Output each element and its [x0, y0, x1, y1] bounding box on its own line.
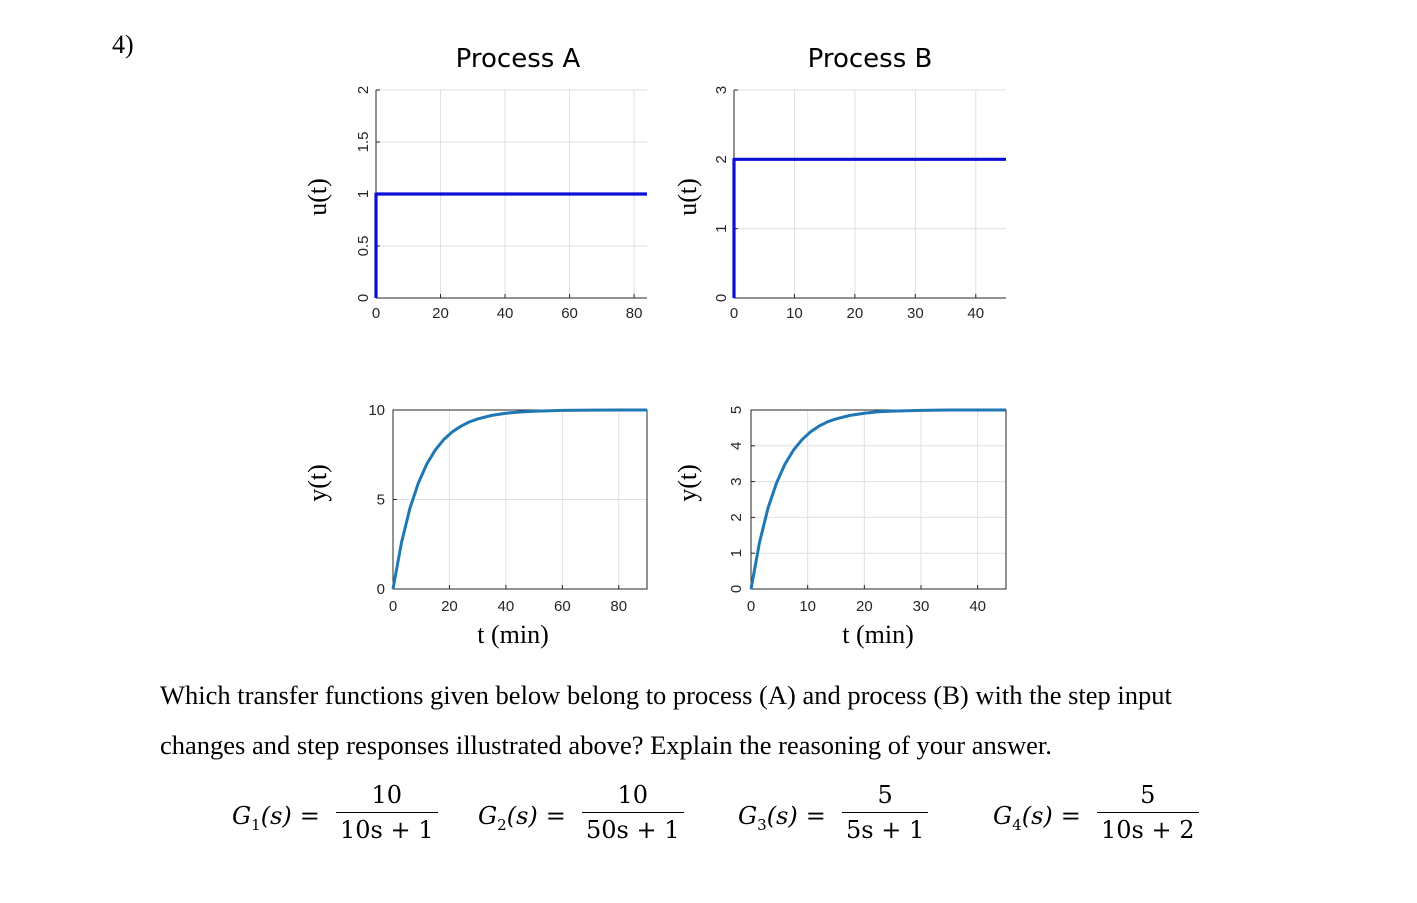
tf-denominator: 5s + 1 — [846, 816, 925, 844]
tf-numerator: 5 — [1140, 781, 1156, 809]
fraction-bar — [336, 812, 438, 813]
question-line-1: Which transfer functions given below bel… — [160, 680, 1172, 710]
fraction-bar — [1097, 812, 1199, 813]
x-tick-label: 80 — [626, 305, 643, 322]
tf-denominator: 10s + 1 — [340, 816, 434, 844]
x-tick-label: 30 — [907, 305, 924, 322]
tf-equals: = — [545, 802, 566, 830]
tf-equals: = — [805, 802, 826, 830]
y-tick-label: 0 — [728, 585, 745, 593]
y-tick-label: 0 — [377, 581, 385, 598]
series-line — [732, 157, 1006, 298]
tf-denominator: 10s + 2 — [1101, 816, 1195, 844]
transfer-function-g2: G2(s) = 10 50s + 1 — [478, 778, 688, 858]
tf-equals: = — [299, 802, 320, 830]
fraction-bar — [842, 812, 929, 813]
tf-numerator: 10 — [617, 781, 649, 809]
tf-argument: (s) — [766, 802, 798, 830]
tf-subscript: 4 — [1012, 815, 1022, 834]
y-tick-label: 1.5 — [355, 132, 372, 153]
x-tick-label: 20 — [432, 305, 449, 322]
x-tick-label: 10 — [799, 598, 816, 615]
y-tick-label: 10 — [368, 402, 385, 419]
tf-argument: (s) — [1021, 802, 1053, 830]
x-tick-label: 10 — [786, 305, 803, 322]
tf-subscript: 2 — [497, 815, 507, 834]
ylabel-a-input: u(t) — [303, 178, 332, 216]
y-tick-label: 2 — [713, 155, 730, 163]
process-b-title: Process B — [807, 44, 933, 74]
x-tick-label: 40 — [497, 305, 514, 322]
x-tick-label: 60 — [561, 305, 578, 322]
series-line — [374, 192, 647, 298]
transfer-function-g1: G1(s) = 10 10s + 1 — [232, 778, 442, 858]
y-tick-label: 1 — [728, 549, 745, 557]
question-line-2: changes and step responses illustrated a… — [160, 730, 1052, 760]
tf-fraction: 10 50s + 1 — [582, 778, 684, 847]
process-a-title: Process A — [455, 44, 581, 74]
x-tick-label: 40 — [967, 305, 984, 322]
tf-denominator: 50s + 1 — [586, 816, 680, 844]
x-tick-label: 0 — [747, 598, 755, 615]
tf-argument: (s) — [260, 802, 292, 830]
tf-subscript: 3 — [757, 815, 767, 834]
y-tick-label: 3 — [713, 86, 730, 94]
series-line — [749, 408, 1006, 590]
y-tick-label: 2 — [355, 86, 372, 94]
plot-process-a-input: 0 20 40 60 80 0 0.5 1 1.5 2 — [355, 86, 647, 322]
tf-fraction: 5 10s + 2 — [1097, 778, 1199, 847]
ylabel-b-output: y(t) — [673, 464, 702, 502]
tf-subscript: 1 — [251, 815, 261, 834]
tf-numerator: 10 — [371, 781, 403, 809]
tf-fraction: 10 10s + 1 — [336, 778, 438, 847]
x-tick-label: 40 — [498, 598, 515, 615]
x-tick-label: 0 — [372, 305, 380, 322]
plot-process-b-input: 0 10 20 30 40 0 1 2 3 — [713, 86, 1006, 322]
question-number: 4) — [112, 30, 134, 59]
x-tick-label: 0 — [389, 598, 397, 615]
x-tick-label: 40 — [969, 598, 986, 615]
y-tick-label: 5 — [728, 406, 745, 414]
y-tick-label: 2 — [728, 513, 745, 521]
x-tick-label: 30 — [913, 598, 930, 615]
transfer-function-g3: G3(s) = 5 5s + 1 — [738, 778, 938, 858]
x-tick-label: 0 — [730, 305, 738, 322]
y-tick-label: 1 — [713, 224, 730, 232]
y-tick-label: 3 — [728, 477, 745, 485]
axes-box — [750, 409, 1007, 590]
y-tick-label: 0.5 — [355, 236, 372, 257]
y-tick-label: 4 — [728, 442, 745, 450]
y-tick-label: 1 — [355, 190, 372, 198]
xlabel-a: t (min) — [477, 620, 549, 649]
x-tick-label: 20 — [856, 598, 873, 615]
y-tick-label: 0 — [355, 294, 372, 302]
series-line — [391, 408, 647, 590]
tf-numerator: 5 — [877, 781, 893, 809]
x-tick-label: 20 — [441, 598, 458, 615]
fraction-bar — [582, 812, 684, 813]
tf-symbol: G — [993, 802, 1013, 830]
x-tick-label: 60 — [554, 598, 571, 615]
tf-symbol: G — [232, 802, 252, 830]
ylabel-b-input: u(t) — [673, 178, 702, 216]
plot-process-a-output: 0 20 40 60 80 0 5 10 — [368, 402, 648, 615]
y-tick-label: 5 — [377, 492, 385, 509]
tf-symbol: G — [738, 802, 758, 830]
x-tick-label: 20 — [847, 305, 864, 322]
tf-equals: = — [1060, 802, 1081, 830]
tf-argument: (s) — [506, 802, 538, 830]
tf-symbol: G — [478, 802, 498, 830]
ylabel-a-output: y(t) — [303, 464, 332, 502]
xlabel-b: t (min) — [842, 620, 914, 649]
y-tick-label: 0 — [713, 294, 730, 302]
plot-process-b-output: 0 10 20 30 40 0 1 2 3 4 5 — [728, 406, 1007, 615]
x-tick-label: 80 — [610, 598, 627, 615]
tf-fraction: 5 5s + 1 — [842, 778, 929, 847]
transfer-function-g4: G4(s) = 5 10s + 2 — [993, 778, 1203, 858]
